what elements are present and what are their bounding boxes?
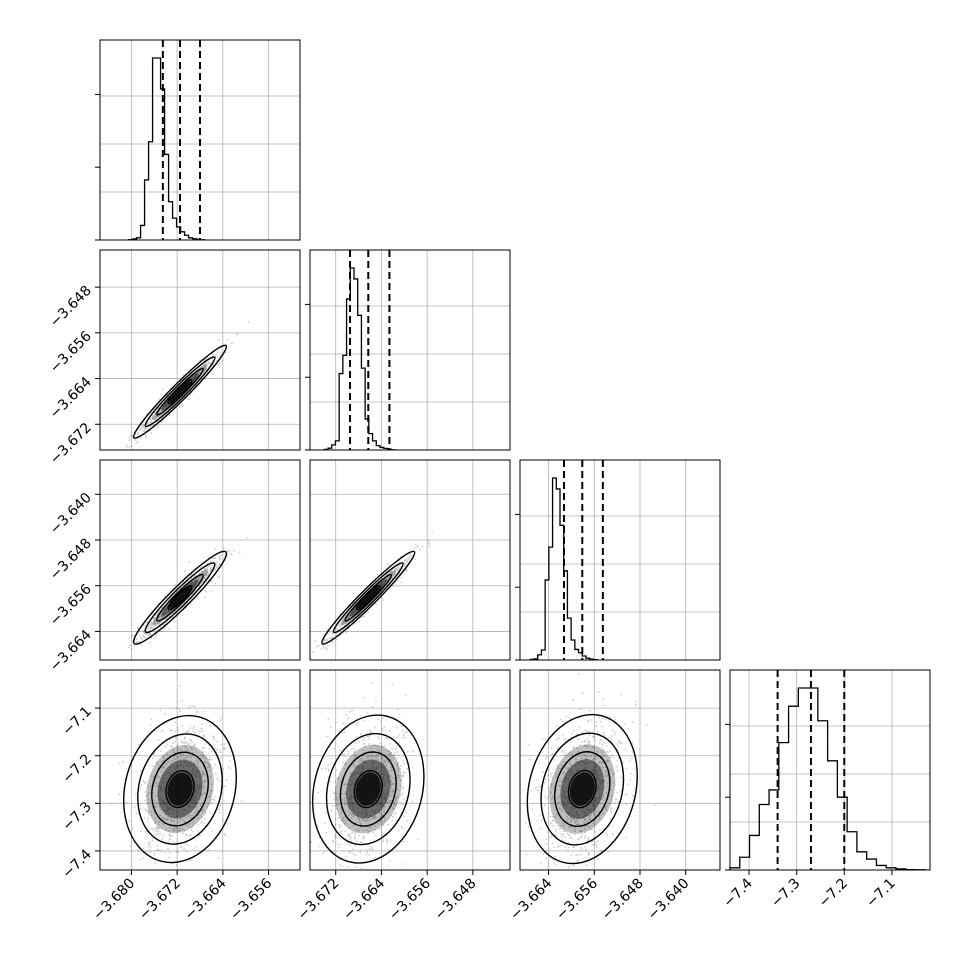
x-tick-label: −3.664: [182, 875, 230, 923]
density-shade: [355, 772, 381, 806]
panel-frame: [99, 459, 301, 661]
y-tick-label: −7.4: [59, 846, 94, 881]
x-tick-label: −3.656: [553, 875, 601, 923]
x-tick-label: −7.4: [721, 875, 756, 910]
contour-line: [132, 550, 228, 645]
y-tick-label: −3.640: [47, 490, 95, 538]
panel-frame: [309, 459, 511, 661]
density-shade: [169, 380, 191, 403]
density-shade: [357, 586, 380, 609]
contour-line: [540, 732, 625, 846]
contour-line: [156, 367, 204, 416]
histogram-panel-1: [305, 249, 511, 451]
y-tick-label: −7.3: [59, 799, 94, 834]
contour-line: [165, 769, 195, 809]
contour-line: [353, 769, 383, 809]
density-shade: [169, 587, 191, 609]
x-tick-label: −3.680: [90, 876, 138, 924]
contour-line: [151, 751, 209, 827]
x-tick-label: −3.656: [227, 875, 275, 923]
histogram-series: [323, 267, 396, 451]
y-tick-label: −3.648: [47, 283, 95, 331]
y-tick-label: −3.664: [47, 374, 95, 422]
y-tick-label: −3.672: [47, 420, 95, 468]
pair-panel-2-3: [519, 669, 721, 871]
panel-frame: [99, 669, 301, 871]
contour-line: [526, 713, 638, 865]
histogram-series: [729, 687, 926, 871]
panel-frame: [729, 669, 931, 871]
panel-frame: [99, 249, 301, 451]
density-shade: [569, 772, 595, 806]
panel-frame: [99, 39, 301, 241]
panel-frame: [309, 669, 511, 871]
contour-line: [167, 585, 193, 611]
pair-panel-1-2: [309, 459, 511, 661]
y-tick-label: −3.648: [47, 536, 95, 584]
x-tick-label: −3.656: [386, 875, 434, 923]
panel-frame: [309, 249, 511, 451]
contour-line: [144, 356, 216, 428]
x-tick-label: −3.640: [645, 876, 693, 924]
scatter-points: [310, 682, 420, 871]
contour-line: [325, 732, 411, 846]
histogram-panel-0: [95, 39, 301, 241]
y-tick-label: −3.664: [47, 627, 95, 675]
pair-panel-1-3: [309, 669, 511, 871]
x-tick-label: −7.1: [863, 876, 898, 911]
contour-line: [339, 751, 397, 827]
panel-frame: [519, 669, 721, 871]
x-tick-label: −3.672: [136, 876, 184, 924]
contour-line: [137, 733, 223, 845]
contour-line: [132, 344, 228, 439]
x-tick-label: −3.648: [432, 876, 480, 924]
pair-panel-0-2: [99, 459, 301, 661]
x-tick-label: −3.672: [295, 876, 343, 924]
contour-line: [122, 714, 238, 864]
y-tick-label: −3.656: [47, 581, 95, 629]
contour-line: [554, 751, 611, 827]
histogram-panel-3: [725, 669, 931, 871]
x-tick-label: −3.648: [599, 876, 647, 924]
contour-line: [156, 573, 204, 622]
x-tick-label: −7.3: [768, 876, 803, 911]
density-shade: [167, 772, 193, 806]
x-tick-label: −3.664: [507, 875, 555, 923]
histogram-series: [127, 57, 206, 241]
contour-line: [311, 714, 425, 864]
contour-line: [144, 562, 216, 634]
x-tick-label: −7.2: [816, 876, 851, 911]
contour-line: [332, 562, 404, 634]
pair-panel-0-3: [99, 669, 301, 871]
x-tick-label: −3.664: [340, 875, 388, 923]
histogram-panel-2: [515, 459, 721, 661]
contour-line: [321, 550, 416, 645]
y-tick-label: −3.656: [47, 328, 95, 376]
panel-frame: [519, 459, 721, 661]
contour-line: [567, 769, 597, 809]
y-tick-label: −7.1: [59, 704, 94, 739]
contour-line: [344, 573, 393, 622]
y-tick-label: −7.2: [59, 751, 94, 786]
pair-panel-0-1: [99, 249, 301, 451]
